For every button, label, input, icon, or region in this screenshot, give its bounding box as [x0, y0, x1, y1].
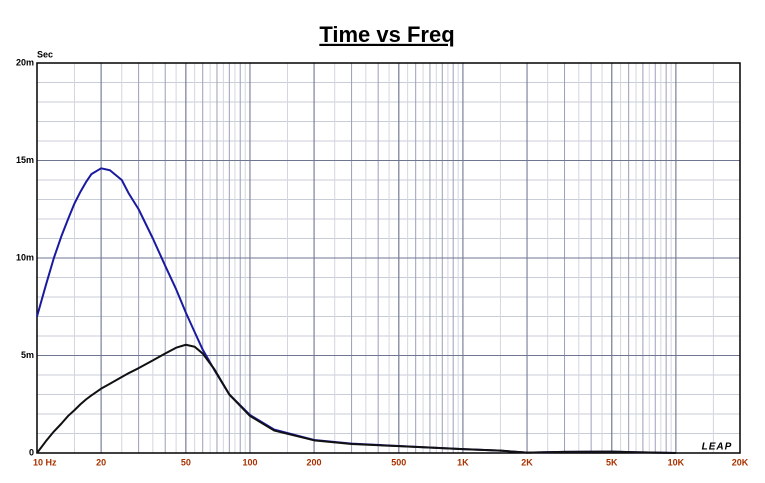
- x-tick-label: 2K: [521, 457, 533, 467]
- chart-title: Time vs Freq: [319, 22, 454, 47]
- y-tick-label: 5m: [21, 350, 34, 360]
- x-tick-label: 20: [96, 457, 106, 467]
- x-tick-label: 10K: [668, 457, 685, 467]
- line-series: [36, 343, 676, 454]
- y-tick-label: 10m: [16, 252, 34, 262]
- y-tick-label: 0: [29, 447, 34, 457]
- y-axis-label: Sec: [37, 49, 53, 59]
- logo: LEAP: [702, 442, 733, 453]
- x-tick-label: 200: [307, 457, 322, 467]
- x-tick-label: 50: [181, 457, 191, 467]
- line-series: [36, 167, 676, 454]
- x-tick-label: 10 Hz: [33, 457, 57, 467]
- grid: [36, 62, 741, 454]
- plot-frame: [36, 62, 741, 454]
- x-tick-label: 100: [242, 457, 257, 467]
- y-tick-label: 15m: [16, 155, 34, 165]
- x-tick-label: 20K: [732, 457, 749, 467]
- x-tick-label: 500: [391, 457, 406, 467]
- x-tick-label: 5K: [606, 457, 618, 467]
- x-tick-label: 1K: [457, 457, 469, 467]
- y-tick-label: 20m: [16, 57, 34, 67]
